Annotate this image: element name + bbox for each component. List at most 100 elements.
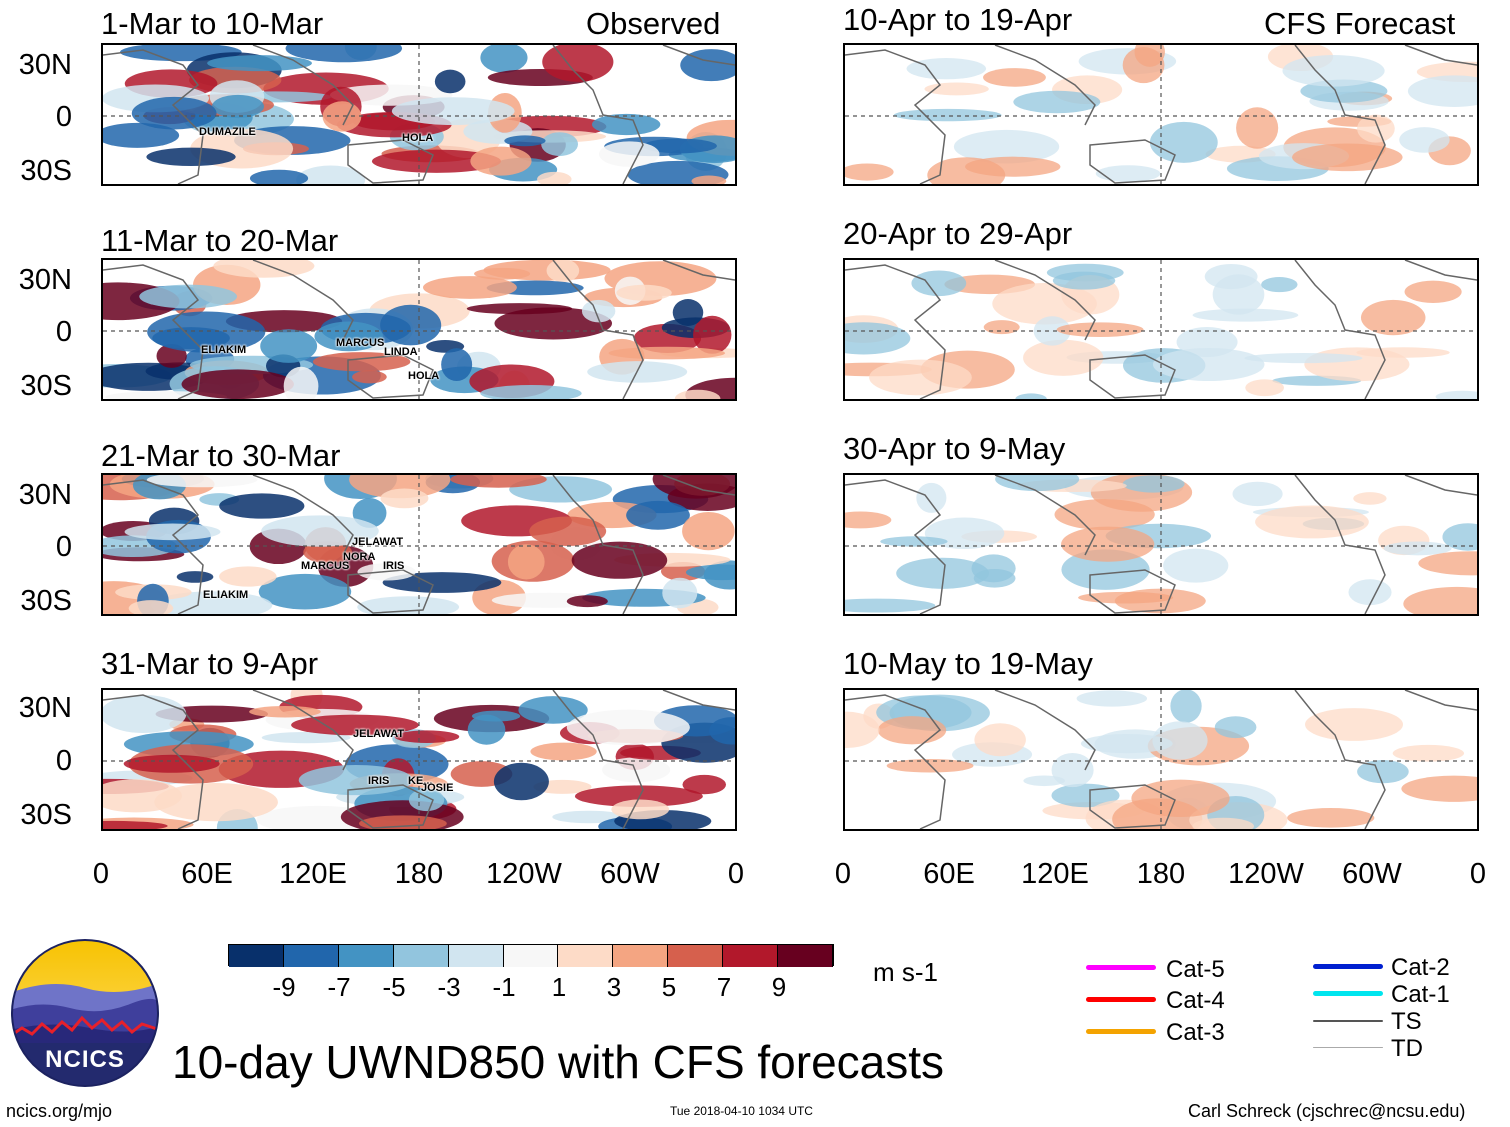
colorbar-cell <box>338 945 394 967</box>
x-tick-label: 60E <box>181 858 233 890</box>
anomaly-blob <box>845 163 894 181</box>
anomaly-blob <box>131 96 217 130</box>
coastline <box>602 544 644 614</box>
storm-label: MARCUS <box>336 337 385 349</box>
obs-map-panel <box>101 43 737 186</box>
anomaly-blob <box>352 370 387 384</box>
anomaly-blob <box>911 270 967 297</box>
anomaly-blob <box>124 523 221 541</box>
anomaly-blob <box>1149 121 1218 163</box>
anomaly-blob <box>598 141 660 167</box>
anomaly-blob <box>1033 316 1071 346</box>
obs-map-panel <box>101 473 737 616</box>
anomaly-blob <box>1244 353 1363 364</box>
coastline <box>1089 569 1176 614</box>
anomaly-blob <box>546 260 580 283</box>
map-field <box>845 690 1477 829</box>
coastline <box>602 759 644 829</box>
map-field <box>103 260 735 399</box>
anomaly-blob <box>394 730 460 743</box>
y-tick-label: 0 <box>55 745 72 777</box>
obs-panel-title: 11-Mar to 20-Mar <box>101 223 339 258</box>
anomaly-blob <box>685 564 735 581</box>
anomaly-blob <box>1163 548 1229 583</box>
anomaly-blob <box>1192 817 1254 829</box>
anomaly-blob <box>581 299 616 323</box>
anomaly-blob <box>1357 759 1409 784</box>
colorbar-cell <box>393 945 449 967</box>
anomaly-blob <box>123 754 220 773</box>
map-field <box>845 475 1477 614</box>
anomaly-blob <box>207 55 312 72</box>
coastline <box>252 45 354 126</box>
x-tick-label: 0 <box>1469 858 1487 890</box>
anomaly-blob <box>1080 733 1173 754</box>
anomaly-blob <box>682 774 727 795</box>
anomaly-blob <box>422 276 517 299</box>
site-link[interactable]: ncics.org/mjo <box>6 1101 113 1121</box>
anomaly-blob <box>103 694 187 734</box>
coastline <box>1404 260 1477 281</box>
colorbar-tick: 1 <box>551 972 567 1002</box>
x-tick-label: 120E <box>1021 858 1089 890</box>
logo-text: NCICS <box>45 1046 125 1073</box>
anomaly-blob <box>494 307 613 340</box>
coastline <box>1089 139 1176 184</box>
coastline <box>994 45 1096 126</box>
observed-label: Observed <box>586 6 721 41</box>
coastline <box>1344 759 1386 829</box>
x-tick-label: 120W <box>486 858 562 890</box>
coastline <box>1404 475 1477 496</box>
legend-line-td <box>1313 1047 1383 1048</box>
coastline <box>1344 114 1386 184</box>
anomaly-blob <box>1152 721 1208 760</box>
map-field <box>103 690 735 829</box>
anomaly-blob <box>249 705 321 718</box>
x-tick-label: 180 <box>394 858 444 890</box>
anomaly-blob <box>1401 775 1477 802</box>
anomaly-blob <box>391 97 515 125</box>
coastline <box>347 569 434 614</box>
anomaly-blob <box>602 757 671 783</box>
anomaly-blob <box>1152 347 1265 382</box>
colorbar-cell <box>778 945 833 967</box>
anomaly-blob <box>626 500 690 530</box>
anomaly-blob <box>1353 492 1387 505</box>
anomaly-blob <box>1134 45 1165 67</box>
coastline <box>662 45 735 66</box>
anomaly-blob <box>953 129 1060 164</box>
map-field <box>103 475 735 614</box>
x-tick-label: 180 <box>1136 858 1186 890</box>
y-tick-label: 30S <box>20 370 72 402</box>
fcst-map-panel <box>843 43 1479 186</box>
anomaly-blob <box>441 348 473 382</box>
fcst-map-panel <box>843 473 1479 616</box>
anomaly-blob <box>1192 308 1299 322</box>
colorbar-tick: 5 <box>661 972 677 1002</box>
coastline <box>1344 544 1386 614</box>
anomaly-blob <box>1056 322 1144 338</box>
anomaly-blob <box>261 731 351 744</box>
colorbar-tick: -3 <box>437 972 461 1002</box>
anomaly-blob <box>219 566 277 587</box>
coastline <box>602 114 644 184</box>
legend-line-cat4 <box>1086 997 1156 1002</box>
colorbar-tick: -1 <box>492 972 516 1002</box>
coastline <box>994 260 1096 341</box>
anomaly-blob <box>1214 716 1257 739</box>
anomaly-blob <box>380 304 442 346</box>
anomaly-blob <box>466 303 573 315</box>
anomaly-blob <box>709 717 735 745</box>
anomaly-blob <box>845 322 911 355</box>
anomaly-blob <box>1392 744 1465 762</box>
anomaly-blob <box>983 68 1046 87</box>
anomaly-blob <box>470 146 532 176</box>
legend-line-ts <box>1313 1020 1383 1022</box>
coastline <box>994 690 1096 771</box>
anomaly-blob <box>541 132 578 157</box>
colorbar-cell <box>558 945 614 967</box>
forecast-label: CFS Forecast <box>1264 6 1456 41</box>
storm-label: DUMAZILE <box>199 126 256 138</box>
coastline <box>103 479 204 614</box>
coastline <box>845 479 946 614</box>
